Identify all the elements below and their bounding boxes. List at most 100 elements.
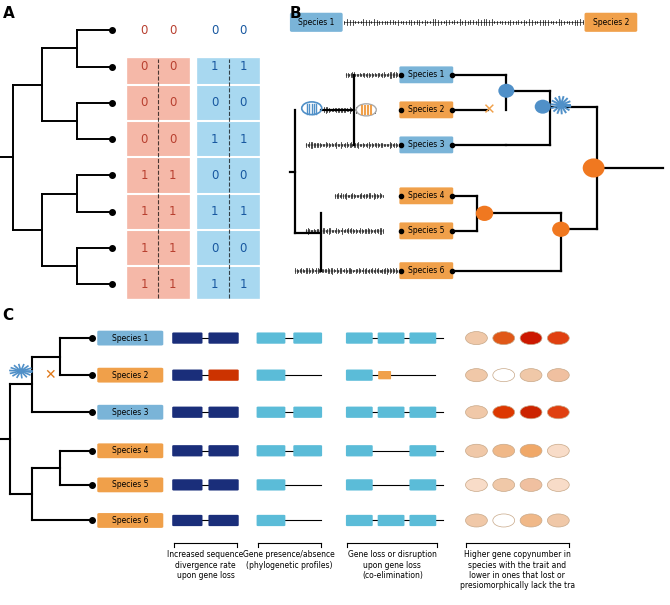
Text: Species 3: Species 3 xyxy=(408,140,445,149)
FancyBboxPatch shape xyxy=(409,407,436,418)
FancyBboxPatch shape xyxy=(409,445,436,456)
Circle shape xyxy=(16,368,26,374)
Text: Species 4: Species 4 xyxy=(112,446,149,456)
Circle shape xyxy=(552,221,570,237)
Text: 0: 0 xyxy=(140,60,148,73)
Circle shape xyxy=(493,406,515,419)
Text: Species 6: Species 6 xyxy=(112,516,149,525)
FancyBboxPatch shape xyxy=(584,13,637,32)
Text: Increased sequence
divergence rate
upon gene loss: Increased sequence divergence rate upon … xyxy=(168,550,244,580)
Circle shape xyxy=(547,406,570,419)
FancyBboxPatch shape xyxy=(97,513,163,528)
FancyBboxPatch shape xyxy=(128,59,189,298)
FancyBboxPatch shape xyxy=(198,59,259,298)
Text: 1: 1 xyxy=(169,205,177,218)
Circle shape xyxy=(520,368,542,382)
FancyBboxPatch shape xyxy=(399,262,453,279)
Text: 1: 1 xyxy=(240,278,247,291)
Circle shape xyxy=(466,444,487,457)
FancyBboxPatch shape xyxy=(290,13,342,32)
FancyBboxPatch shape xyxy=(346,370,373,381)
FancyBboxPatch shape xyxy=(293,407,322,418)
FancyBboxPatch shape xyxy=(208,445,239,456)
FancyBboxPatch shape xyxy=(208,333,239,344)
FancyBboxPatch shape xyxy=(257,370,285,381)
Text: 0: 0 xyxy=(169,24,177,37)
Text: 1: 1 xyxy=(240,132,247,146)
Circle shape xyxy=(466,332,487,345)
Text: ✕: ✕ xyxy=(44,368,56,382)
Text: Species 1: Species 1 xyxy=(112,333,149,342)
FancyBboxPatch shape xyxy=(399,188,453,204)
Text: 1: 1 xyxy=(211,60,218,73)
Text: 0: 0 xyxy=(169,132,177,146)
Text: 1: 1 xyxy=(211,278,218,291)
FancyBboxPatch shape xyxy=(346,515,373,526)
Circle shape xyxy=(547,368,570,382)
Text: 1: 1 xyxy=(169,169,177,182)
Text: 0: 0 xyxy=(211,24,218,37)
Text: 0: 0 xyxy=(169,96,177,110)
Circle shape xyxy=(520,406,542,419)
Text: Gene loss or disruption
upon gene loss
(co-elimination): Gene loss or disruption upon gene loss (… xyxy=(348,550,437,580)
FancyBboxPatch shape xyxy=(346,479,373,491)
Text: Species 4: Species 4 xyxy=(408,191,445,200)
FancyBboxPatch shape xyxy=(257,515,285,526)
Circle shape xyxy=(520,479,542,491)
Text: Species 3: Species 3 xyxy=(112,408,149,417)
Text: Species 6: Species 6 xyxy=(408,266,445,275)
Text: Species 5: Species 5 xyxy=(112,480,149,489)
FancyBboxPatch shape xyxy=(97,368,163,382)
Circle shape xyxy=(547,514,570,527)
FancyBboxPatch shape xyxy=(172,515,202,526)
FancyBboxPatch shape xyxy=(409,515,436,526)
Circle shape xyxy=(466,406,487,419)
Text: 1: 1 xyxy=(140,278,148,291)
FancyBboxPatch shape xyxy=(257,407,285,418)
Circle shape xyxy=(466,368,487,382)
Text: 0: 0 xyxy=(211,241,218,255)
FancyBboxPatch shape xyxy=(399,137,453,153)
Text: 1: 1 xyxy=(140,205,148,218)
FancyBboxPatch shape xyxy=(97,477,163,492)
Text: 0: 0 xyxy=(211,169,218,182)
FancyBboxPatch shape xyxy=(208,370,239,381)
Text: 0: 0 xyxy=(140,96,148,110)
Circle shape xyxy=(547,444,570,457)
FancyBboxPatch shape xyxy=(257,479,285,491)
Circle shape xyxy=(493,514,515,527)
FancyBboxPatch shape xyxy=(346,445,373,456)
FancyBboxPatch shape xyxy=(172,333,202,344)
Circle shape xyxy=(520,332,542,345)
Circle shape xyxy=(535,100,551,114)
Circle shape xyxy=(583,159,604,177)
FancyBboxPatch shape xyxy=(257,445,285,456)
Circle shape xyxy=(498,83,515,98)
Text: 0: 0 xyxy=(140,132,148,146)
Text: 1: 1 xyxy=(169,241,177,255)
FancyBboxPatch shape xyxy=(346,407,373,418)
Text: ✕: ✕ xyxy=(482,102,494,117)
Text: 0: 0 xyxy=(240,96,247,110)
Circle shape xyxy=(476,206,493,221)
FancyBboxPatch shape xyxy=(378,515,405,526)
Circle shape xyxy=(547,332,570,345)
Text: Species 1: Species 1 xyxy=(298,18,334,27)
Text: 0: 0 xyxy=(140,24,148,37)
FancyBboxPatch shape xyxy=(97,443,163,458)
FancyBboxPatch shape xyxy=(409,479,436,491)
Text: Species 2: Species 2 xyxy=(593,18,629,27)
FancyBboxPatch shape xyxy=(378,407,405,418)
FancyBboxPatch shape xyxy=(399,102,453,119)
Text: 0: 0 xyxy=(240,169,247,182)
Ellipse shape xyxy=(356,104,377,116)
Text: Higher gene copynumber in
species with the trait and
lower in ones that lost or
: Higher gene copynumber in species with t… xyxy=(460,550,575,590)
FancyBboxPatch shape xyxy=(293,445,322,456)
FancyBboxPatch shape xyxy=(172,479,202,491)
Text: 1: 1 xyxy=(169,278,177,291)
Text: 1: 1 xyxy=(240,60,247,73)
FancyBboxPatch shape xyxy=(172,407,202,418)
Text: 0: 0 xyxy=(169,60,177,73)
FancyBboxPatch shape xyxy=(346,333,373,344)
Circle shape xyxy=(520,444,542,457)
